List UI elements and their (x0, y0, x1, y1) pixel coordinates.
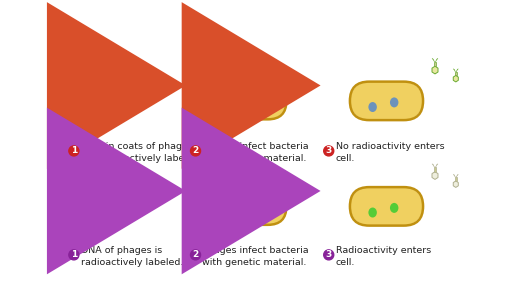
Ellipse shape (263, 182, 268, 188)
Ellipse shape (259, 178, 272, 192)
Text: Phages infect bacteria
with genetic material.: Phages infect bacteria with genetic mate… (203, 142, 309, 163)
Text: 3: 3 (326, 250, 332, 259)
Circle shape (191, 146, 201, 156)
Polygon shape (264, 70, 267, 72)
Ellipse shape (350, 187, 388, 225)
Text: 1: 1 (71, 250, 77, 259)
Ellipse shape (384, 82, 423, 120)
Circle shape (324, 146, 334, 156)
Ellipse shape (249, 82, 287, 119)
Circle shape (69, 250, 79, 260)
Circle shape (324, 250, 334, 260)
Polygon shape (264, 73, 268, 75)
Polygon shape (235, 177, 238, 179)
Polygon shape (113, 91, 132, 115)
Polygon shape (434, 167, 436, 172)
Polygon shape (119, 180, 126, 184)
Text: 3: 3 (326, 146, 332, 156)
Polygon shape (432, 172, 438, 179)
Polygon shape (119, 184, 126, 187)
Ellipse shape (234, 182, 239, 188)
Polygon shape (236, 82, 268, 119)
Polygon shape (264, 177, 267, 179)
Polygon shape (264, 176, 267, 177)
Ellipse shape (350, 82, 388, 120)
Polygon shape (262, 180, 269, 189)
Ellipse shape (116, 202, 129, 216)
Polygon shape (453, 75, 458, 82)
Ellipse shape (217, 188, 254, 225)
Polygon shape (236, 188, 268, 225)
Ellipse shape (369, 102, 377, 112)
Polygon shape (455, 177, 457, 181)
Ellipse shape (116, 96, 129, 110)
Polygon shape (235, 69, 238, 70)
Polygon shape (119, 187, 126, 191)
Ellipse shape (102, 63, 143, 116)
Text: Radioactivity enters
cell.: Radioactivity enters cell. (335, 246, 431, 267)
Text: Phages infect bacteria
with genetic material.: Phages infect bacteria with genetic mate… (203, 246, 309, 267)
Ellipse shape (384, 187, 423, 225)
Text: No radioactivity enters
cell.: No radioactivity enters cell. (335, 142, 444, 163)
Polygon shape (233, 180, 240, 189)
Ellipse shape (217, 82, 254, 119)
Polygon shape (264, 174, 267, 176)
Circle shape (69, 146, 79, 156)
Polygon shape (119, 177, 126, 180)
Polygon shape (235, 70, 238, 72)
Polygon shape (434, 62, 436, 66)
Polygon shape (235, 72, 238, 73)
Ellipse shape (390, 97, 398, 107)
Polygon shape (119, 82, 126, 85)
Text: Protein coats of phages
are radioactively labeled.: Protein coats of phages are radioactivel… (81, 142, 202, 163)
Ellipse shape (259, 72, 272, 86)
Ellipse shape (230, 178, 243, 192)
Polygon shape (118, 68, 128, 71)
Polygon shape (369, 82, 404, 120)
Polygon shape (234, 179, 239, 180)
Ellipse shape (234, 77, 239, 82)
Polygon shape (119, 75, 126, 78)
Polygon shape (119, 85, 126, 88)
Polygon shape (119, 71, 126, 75)
Polygon shape (262, 75, 269, 84)
Ellipse shape (263, 77, 268, 82)
Ellipse shape (249, 188, 287, 225)
Text: 2: 2 (192, 250, 198, 259)
Polygon shape (119, 191, 126, 194)
Polygon shape (264, 172, 267, 174)
Polygon shape (235, 67, 238, 69)
Polygon shape (453, 181, 458, 187)
Polygon shape (234, 73, 239, 75)
Polygon shape (369, 187, 404, 225)
Polygon shape (113, 197, 132, 220)
Polygon shape (118, 174, 128, 177)
Polygon shape (117, 88, 128, 91)
Text: DNA of phages is
radioactively labeled.: DNA of phages is radioactively labeled. (81, 246, 183, 267)
Ellipse shape (390, 203, 398, 213)
Polygon shape (117, 194, 128, 197)
Circle shape (191, 250, 201, 260)
Polygon shape (233, 75, 240, 84)
Ellipse shape (230, 72, 243, 86)
Polygon shape (235, 174, 238, 176)
Polygon shape (432, 66, 438, 74)
Polygon shape (235, 172, 238, 174)
Text: 1: 1 (71, 146, 77, 156)
Text: 2: 2 (192, 146, 198, 156)
Polygon shape (264, 67, 267, 69)
Ellipse shape (369, 208, 377, 217)
Polygon shape (264, 179, 268, 180)
Polygon shape (235, 176, 238, 177)
Polygon shape (264, 69, 267, 70)
Polygon shape (264, 72, 267, 73)
Polygon shape (119, 78, 126, 82)
Polygon shape (455, 71, 457, 75)
